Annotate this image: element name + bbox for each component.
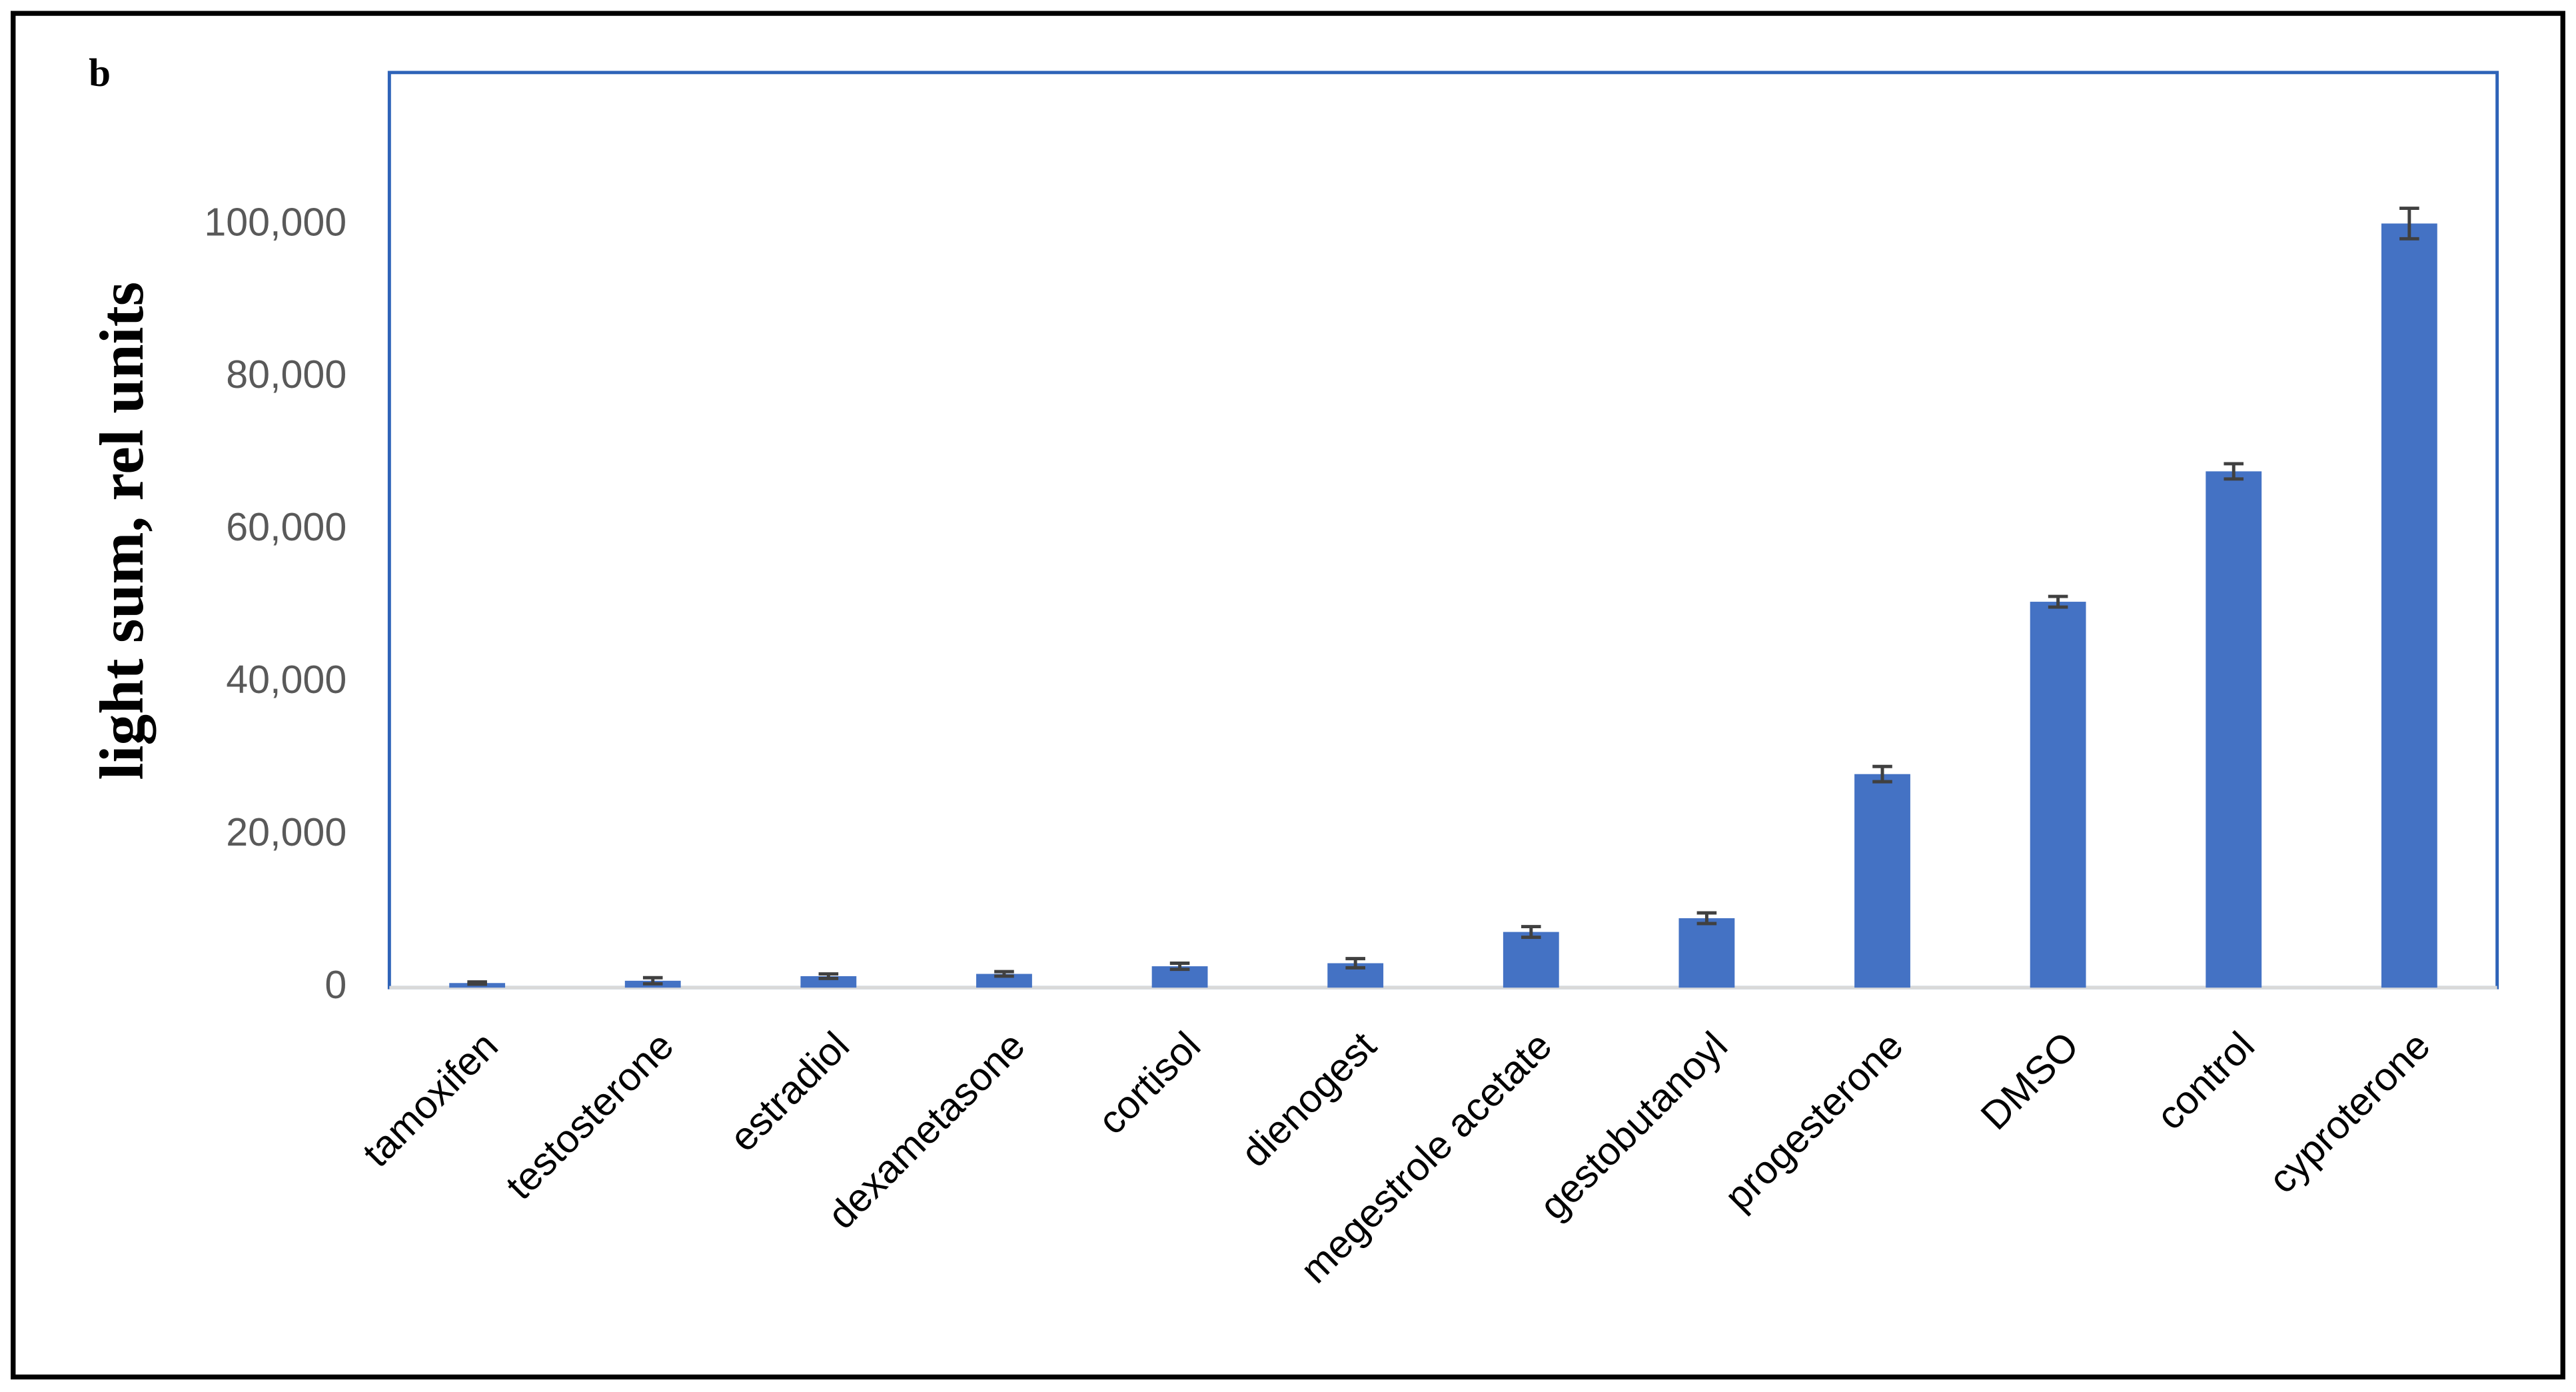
error-bar [2399, 207, 2419, 241]
y-tick-label: 60,000 [226, 504, 346, 549]
error-bar [1696, 911, 1717, 926]
error-bar [467, 980, 487, 986]
error-bar [818, 972, 839, 980]
bar [976, 974, 1032, 988]
bar [1503, 932, 1559, 988]
y-tick-label: 0 [324, 962, 346, 1007]
outer-border [11, 11, 2565, 1380]
bar [800, 976, 857, 988]
error-bar [1872, 764, 1892, 784]
error-bar [1345, 957, 1365, 970]
bar [2206, 471, 2262, 988]
panel-label: b [89, 51, 111, 95]
error-bar [1169, 962, 1190, 972]
bar [2381, 223, 2437, 988]
bar [1678, 918, 1735, 988]
y-tick-label: 20,000 [226, 810, 346, 854]
error-bar [994, 970, 1014, 978]
y-tick-label: 40,000 [226, 657, 346, 702]
y-axis-label: light sum, rel units [88, 282, 157, 780]
error-bar [2048, 594, 2068, 609]
bar [1854, 774, 1910, 988]
y-tick-label: 80,000 [226, 352, 346, 396]
bar [2030, 602, 2086, 988]
y-tick-label: 100,000 [204, 199, 346, 244]
error-bar [1521, 925, 1541, 940]
error-bar [642, 976, 663, 986]
error-bar [2224, 462, 2244, 481]
